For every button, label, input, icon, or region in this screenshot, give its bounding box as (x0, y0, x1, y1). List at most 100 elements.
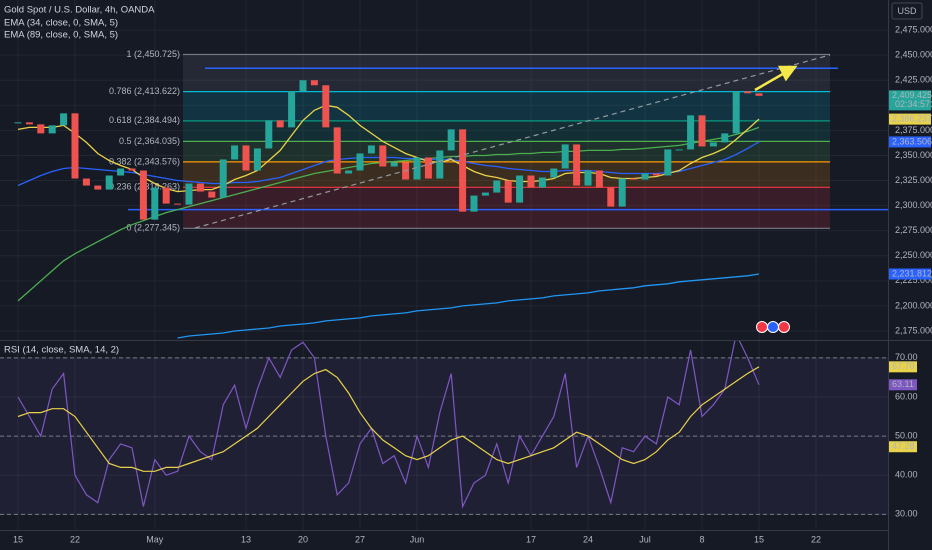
x-tick-label: 15 (13, 534, 23, 544)
candle (481, 192, 489, 196)
y-tick-label: 2,300.000 (895, 200, 932, 210)
price-label-bg (889, 90, 931, 111)
arrow (754, 65, 798, 92)
candle (25, 122, 33, 125)
candle (538, 177, 546, 188)
candle (265, 120, 273, 149)
candle (573, 144, 581, 186)
price-label-bg (889, 136, 931, 148)
candle (516, 175, 524, 203)
candle (527, 175, 535, 188)
event-icon[interactable] (767, 321, 779, 333)
candle (561, 144, 569, 169)
event-icon[interactable] (756, 321, 768, 333)
candle (641, 173, 649, 180)
rsi-label-bg (889, 441, 917, 453)
price-label: 2,409.425 (892, 90, 932, 100)
candle (744, 91, 752, 94)
x-tick-label: 22 (70, 534, 80, 544)
candle (82, 178, 90, 186)
y-tick-label: 2,200.000 (895, 300, 932, 310)
candle (675, 149, 683, 151)
x-tick-label: Jul (639, 534, 651, 544)
candle (687, 115, 695, 150)
rsi-label-bg (889, 361, 917, 373)
candle (550, 168, 558, 178)
candle (709, 142, 717, 147)
fib-label: 0 (2,277.345) (126, 223, 180, 233)
candle (732, 91, 740, 134)
y-tick-label: 50.00 (895, 430, 918, 440)
fib-band (183, 54, 830, 92)
candle (299, 80, 307, 92)
candle (37, 124, 45, 134)
candle (447, 129, 455, 151)
candle (459, 129, 467, 212)
y-tick-label: 70.00 (895, 352, 918, 362)
fib-band (183, 141, 830, 162)
candle (139, 170, 147, 220)
x-tick-label: May (146, 534, 164, 544)
currency: USD (897, 6, 917, 16)
countdown: 02:34:57 (895, 99, 930, 109)
rsi-ma-line (17, 366, 760, 472)
y-tick-label: 2,225.000 (895, 275, 932, 285)
x-tick-label: Jun (410, 534, 425, 544)
price-label: 2,363.506 (892, 136, 932, 146)
candle (185, 183, 193, 205)
currency-box[interactable] (891, 2, 923, 20)
series-line (177, 273, 760, 339)
candle (231, 145, 239, 160)
candle (584, 170, 592, 186)
candle (151, 187, 159, 220)
candle (618, 178, 626, 207)
candle (94, 185, 102, 190)
x-tick-label: 20 (298, 534, 308, 544)
candle (128, 168, 136, 171)
candle (470, 195, 478, 212)
fib-label: 0.5 (2,364.035) (119, 136, 180, 146)
legend-entry: EMA (34, close, 0, SMA, 5) (4, 18, 118, 29)
candle (493, 180, 501, 193)
rsi-title: RSI (14, close, SMA, 14, 2) (4, 345, 119, 356)
candle (174, 203, 182, 205)
y-tick-label: 60.00 (895, 391, 918, 401)
candle (755, 93, 763, 96)
candle (436, 150, 444, 179)
y-tick-label: 2,250.000 (895, 250, 932, 260)
candle (356, 153, 364, 171)
candle (424, 157, 432, 179)
fib-label: 0.618 (2,384.494) (109, 115, 180, 125)
x-tick-label: 24 (583, 534, 593, 544)
price-label: 2,386.237 (892, 113, 932, 123)
y-tick-label: 2,375.000 (895, 125, 932, 135)
candle (367, 145, 375, 154)
y-tick-label: 2,475.000 (895, 24, 932, 34)
fib-label: 0.382 (2,343.576) (109, 156, 180, 166)
candle (379, 145, 387, 167)
event-icons (756, 321, 790, 333)
y-tick-label: 2,350.000 (895, 150, 932, 160)
candle (60, 113, 68, 126)
x-tick-label: 13 (241, 534, 251, 544)
candle (721, 133, 729, 143)
series-line (17, 126, 760, 302)
price-label: 2,231.812 (892, 268, 932, 278)
x-tick-label: 15 (754, 534, 764, 544)
chart-title: Gold Spot / U.S. Dollar, 4h, OANDA (4, 5, 155, 16)
y-tick-label: 2,325.000 (895, 175, 932, 185)
candle (345, 170, 353, 174)
candle (310, 80, 318, 86)
candle (162, 187, 170, 204)
y-tick-label: 2,275.000 (895, 225, 932, 235)
y-tick-label: 2,450.000 (895, 50, 932, 60)
trend-line (194, 54, 831, 229)
candle (322, 85, 330, 128)
candle (276, 120, 284, 128)
event-icon[interactable] (778, 321, 790, 333)
candle (698, 115, 706, 147)
rsi-line (17, 341, 760, 509)
candle (219, 159, 227, 198)
candle (664, 149, 672, 176)
